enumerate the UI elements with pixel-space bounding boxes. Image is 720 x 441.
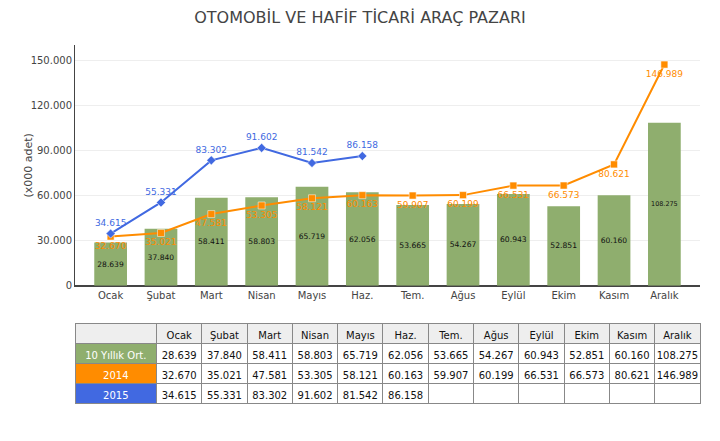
svg-text:34.615: 34.615 — [162, 390, 197, 401]
svg-text:35.021: 35.021 — [145, 237, 177, 247]
svg-text:Eylül: Eylül — [501, 290, 525, 301]
svg-text:91.602: 91.602 — [246, 132, 278, 142]
svg-text:53.665: 53.665 — [399, 241, 426, 250]
svg-text:Ağus: Ağus — [484, 330, 509, 341]
svg-text:66.531: 66.531 — [524, 370, 559, 381]
svg-text:86.158: 86.158 — [388, 390, 423, 401]
svg-text:66.573: 66.573 — [548, 190, 580, 200]
svg-text:80.621: 80.621 — [598, 169, 630, 179]
svg-text:146.989: 146.989 — [646, 69, 683, 79]
svg-text:81.542: 81.542 — [296, 147, 328, 157]
svg-text:66.573: 66.573 — [569, 370, 604, 381]
svg-text:Mart: Mart — [258, 330, 281, 341]
svg-text:60.160: 60.160 — [601, 236, 628, 245]
svg-text:Tem.: Tem. — [400, 290, 424, 301]
svg-text:58.121: 58.121 — [296, 202, 328, 212]
svg-text:Ocak: Ocak — [98, 290, 123, 301]
svg-text:28.639: 28.639 — [97, 260, 124, 269]
svg-text:65.719: 65.719 — [343, 350, 378, 361]
svg-text:2015: 2015 — [103, 390, 128, 401]
svg-text:Eylül: Eylül — [529, 330, 553, 341]
svg-text:Mayıs: Mayıs — [346, 330, 375, 341]
svg-text:58.411: 58.411 — [198, 237, 225, 246]
svg-text:Nisan: Nisan — [301, 330, 329, 341]
svg-text:60.000: 60.000 — [37, 190, 72, 201]
svg-text:60.163: 60.163 — [347, 199, 379, 209]
svg-text:Şubat: Şubat — [146, 290, 175, 301]
svg-text:OTOMOBİL VE HAFİF TİCARİ ARAÇ: OTOMOBİL VE HAFİF TİCARİ ARAÇ PAZARI — [194, 8, 526, 27]
svg-text:59.907: 59.907 — [397, 200, 429, 210]
svg-text:Şubat: Şubat — [210, 330, 239, 341]
svg-text:91.602: 91.602 — [298, 390, 333, 401]
svg-text:53.665: 53.665 — [433, 350, 468, 361]
svg-text:60.199: 60.199 — [479, 370, 514, 381]
svg-text:55.331: 55.331 — [207, 390, 242, 401]
svg-text:90.000: 90.000 — [37, 145, 72, 156]
svg-text:58.803: 58.803 — [248, 237, 275, 246]
svg-text:Haz.: Haz. — [395, 330, 417, 341]
svg-text:Ocak: Ocak — [167, 330, 192, 341]
svg-text:120.000: 120.000 — [31, 100, 72, 111]
svg-text:34.615: 34.615 — [95, 218, 127, 228]
svg-text:53.305: 53.305 — [246, 210, 278, 220]
svg-text:66.531: 66.531 — [498, 190, 529, 200]
svg-text:32.670: 32.670 — [162, 370, 197, 381]
svg-text:28.639: 28.639 — [162, 350, 197, 361]
svg-text:30.000: 30.000 — [37, 235, 72, 246]
svg-text:58.803: 58.803 — [298, 350, 333, 361]
svg-text:52.851: 52.851 — [550, 241, 577, 250]
svg-text:Haz.: Haz. — [351, 290, 373, 301]
svg-text:58.411: 58.411 — [252, 350, 287, 361]
svg-text:108.275: 108.275 — [651, 200, 678, 208]
svg-text:58.121: 58.121 — [343, 370, 378, 381]
svg-text:Ağus: Ağus — [451, 290, 476, 301]
svg-text:83.302: 83.302 — [196, 145, 228, 155]
svg-text:60.160: 60.160 — [615, 350, 650, 361]
svg-text:(x000 adet): (x000 adet) — [22, 133, 35, 197]
svg-text:53.305: 53.305 — [298, 370, 333, 381]
svg-text:80.621: 80.621 — [615, 370, 650, 381]
svg-text:60.943: 60.943 — [524, 350, 559, 361]
svg-text:83.302: 83.302 — [252, 390, 287, 401]
svg-text:Aralık: Aralık — [650, 290, 679, 301]
svg-text:Mart: Mart — [200, 290, 223, 301]
svg-text:62.056: 62.056 — [388, 350, 423, 361]
svg-text:54.267: 54.267 — [450, 240, 477, 249]
svg-text:52.851: 52.851 — [569, 350, 604, 361]
svg-text:59.907: 59.907 — [433, 370, 468, 381]
svg-text:0: 0 — [66, 280, 72, 291]
svg-text:35.021: 35.021 — [207, 370, 242, 381]
svg-text:Kasım: Kasım — [599, 290, 629, 301]
svg-text:65.719: 65.719 — [299, 232, 326, 241]
svg-text:Aralık: Aralık — [663, 330, 692, 341]
svg-text:62.056: 62.056 — [349, 235, 376, 244]
svg-text:150.000: 150.000 — [31, 55, 72, 66]
svg-text:47.581: 47.581 — [196, 218, 228, 228]
svg-text:146.989: 146.989 — [657, 370, 698, 381]
svg-text:Ekim: Ekim — [574, 330, 599, 341]
svg-text:54.267: 54.267 — [479, 350, 514, 361]
svg-text:60.163: 60.163 — [388, 370, 423, 381]
svg-text:2014: 2014 — [103, 370, 128, 381]
svg-text:60.943: 60.943 — [500, 235, 527, 244]
svg-text:37.840: 37.840 — [207, 350, 242, 361]
svg-text:55.331: 55.331 — [145, 187, 177, 197]
svg-text:32.670: 32.670 — [95, 241, 127, 251]
svg-text:Ekim: Ekim — [551, 290, 576, 301]
svg-text:Mayıs: Mayıs — [298, 290, 327, 301]
svg-text:Nisan: Nisan — [248, 290, 276, 301]
svg-text:60.199: 60.199 — [447, 199, 479, 209]
svg-text:81.542: 81.542 — [343, 390, 378, 401]
svg-text:86.158: 86.158 — [347, 140, 379, 150]
svg-text:Tem.: Tem. — [438, 330, 462, 341]
svg-text:Kasım: Kasım — [617, 330, 647, 341]
svg-text:47.581: 47.581 — [252, 370, 287, 381]
svg-text:37.840: 37.840 — [148, 253, 175, 262]
svg-text:10 Yıllık Ort.: 10 Yıllık Ort. — [85, 350, 146, 361]
svg-text:108.275: 108.275 — [657, 350, 698, 361]
